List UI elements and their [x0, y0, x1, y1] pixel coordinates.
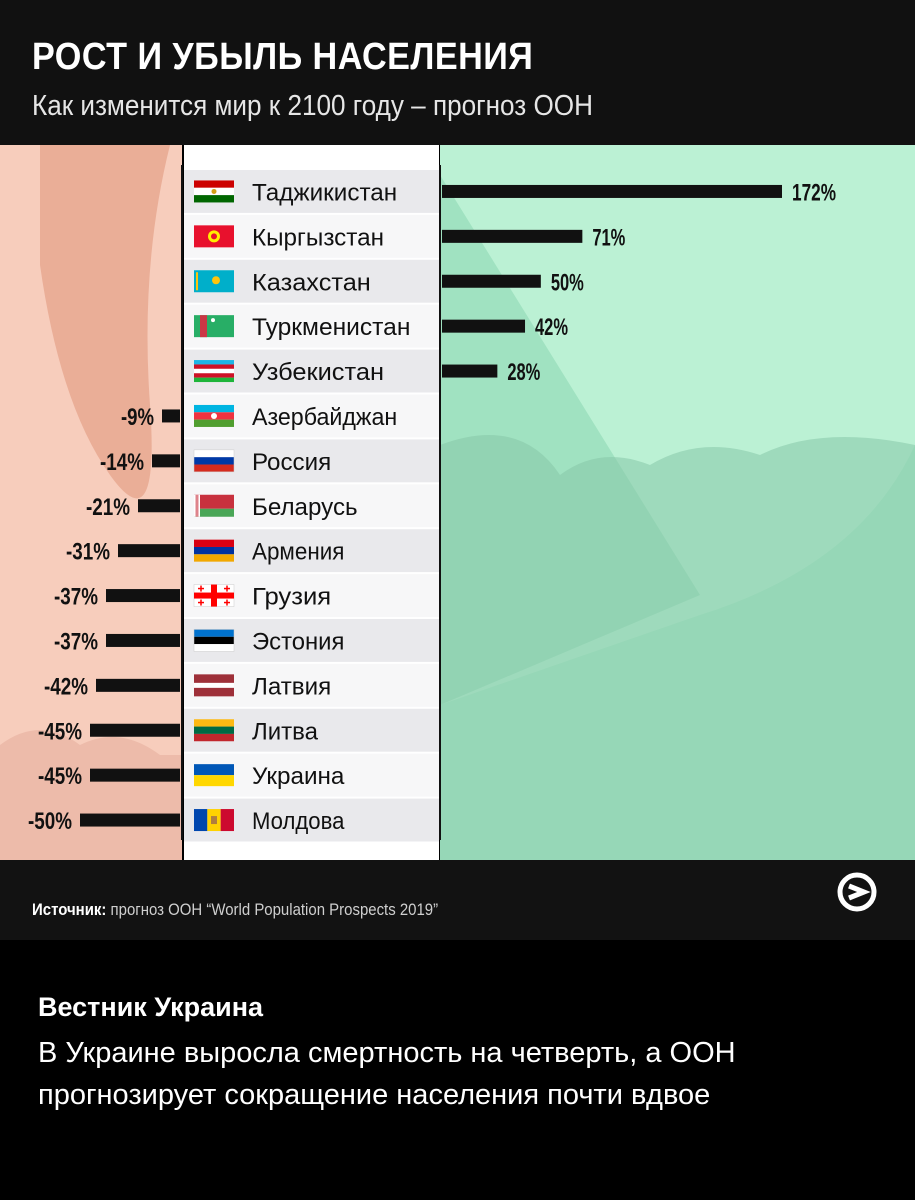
caption-source: Вестник Украина: [38, 992, 264, 1022]
caption-fade-overlay: [0, 1115, 915, 1200]
country-label: Азербайджан: [252, 404, 397, 431]
country-label: Узбекистан: [252, 359, 384, 386]
country-label: Латвия: [252, 673, 331, 700]
source-footer: Источник: прогноз ООН “World Population …: [0, 860, 915, 940]
value-labels-group: 172% 71% 50% 42% 28% -9% -14% -21% -31% -37% -37% -…: [28, 179, 836, 835]
country-label: Эстония: [252, 628, 344, 655]
country-label: Украина: [252, 763, 345, 790]
bars-group: [80, 184, 782, 827]
flag-armenia-icon: [194, 539, 234, 562]
source-note: Источник: прогноз ООН “World Population …: [32, 900, 438, 920]
country-label: Литва: [252, 718, 319, 745]
value-label: -42%: [44, 673, 88, 700]
country-label: Казахстан: [252, 269, 371, 296]
flag-georgia-icon: [193, 584, 235, 607]
country-label: Грузия: [252, 584, 331, 611]
value-label: -37%: [54, 584, 98, 611]
country-label: Кыргызстан: [252, 224, 384, 251]
bar: [118, 544, 180, 558]
value-label: -50%: [28, 808, 72, 835]
country-label: Армения: [252, 539, 344, 566]
source-label: Источник:: [32, 900, 107, 919]
flag-ukraine-icon: [194, 764, 234, 787]
bar: [90, 723, 180, 737]
value-label: -45%: [38, 763, 82, 790]
flag-kazakhstan-icon: [194, 270, 234, 293]
flag-tajikistan-icon: [194, 180, 234, 203]
flag-lithuania-icon: [194, 719, 234, 742]
country-label: Молдова: [252, 808, 345, 835]
value-label: 42%: [535, 314, 568, 341]
flag-kyrgyzstan-icon: [194, 225, 234, 248]
country-label-panel: Таджикистан Кыргызстан Казахстан Туркменист…: [184, 145, 439, 860]
flag-uzbekistan-icon: [194, 360, 234, 383]
chart-background: [0, 145, 915, 860]
value-label: -31%: [66, 539, 110, 566]
flag-russia-icon: [193, 449, 235, 473]
bar: [442, 274, 541, 288]
flag-moldova-icon: [194, 809, 234, 832]
value-label: -37%: [54, 628, 98, 655]
chart-area: Таджикистан Кыргызстан Казахстан Туркменист…: [0, 145, 915, 860]
flag-turkmenistan-icon: [194, 315, 234, 338]
value-label: -14%: [100, 449, 144, 476]
value-label: 172%: [792, 179, 836, 206]
bar-chart: Таджикистан Кыргызстан Казахстан Туркменист…: [0, 145, 915, 860]
country-label: Таджикистан: [252, 179, 397, 206]
value-label: -9%: [121, 404, 154, 431]
value-label: 50%: [551, 269, 584, 296]
bar: [442, 364, 498, 378]
flag-estonia-icon: [193, 629, 235, 652]
source-description: прогноз ООН “World Population Prospects …: [110, 900, 439, 919]
bar: [442, 229, 583, 243]
country-label: Беларусь: [252, 494, 358, 521]
country-label: Россия: [252, 449, 331, 476]
country-label: Туркменистан: [252, 314, 410, 341]
chart-header: РОСТ И УБЫЛЬ НАСЕЛЕНИЯ Как изменится мир…: [0, 0, 915, 145]
bar: [162, 409, 180, 423]
bar: [106, 633, 180, 647]
value-label: 71%: [592, 224, 625, 251]
bar: [80, 813, 180, 827]
bar: [442, 184, 782, 198]
chart-subtitle: Как изменится мир к 2100 году – прогноз …: [32, 90, 593, 122]
flag-azerbaijan-icon: [194, 404, 234, 427]
chart-title: РОСТ И УБЫЛЬ НАСЕЛЕНИЯ: [32, 36, 534, 78]
bar: [152, 454, 180, 468]
value-label: -45%: [38, 718, 82, 745]
flag-latvia-icon: [194, 674, 234, 697]
bar: [106, 589, 180, 603]
publisher-logo-icon: [837, 872, 877, 912]
value-label: -21%: [86, 494, 130, 521]
value-label: 28%: [507, 359, 540, 386]
bar: [90, 768, 180, 782]
bar: [138, 499, 180, 513]
flag-belarus-icon: [194, 494, 234, 517]
bar: [96, 678, 180, 692]
bar: [442, 319, 526, 333]
caption-text: В Украине выросла смертность на четверть…: [38, 1037, 736, 1111]
